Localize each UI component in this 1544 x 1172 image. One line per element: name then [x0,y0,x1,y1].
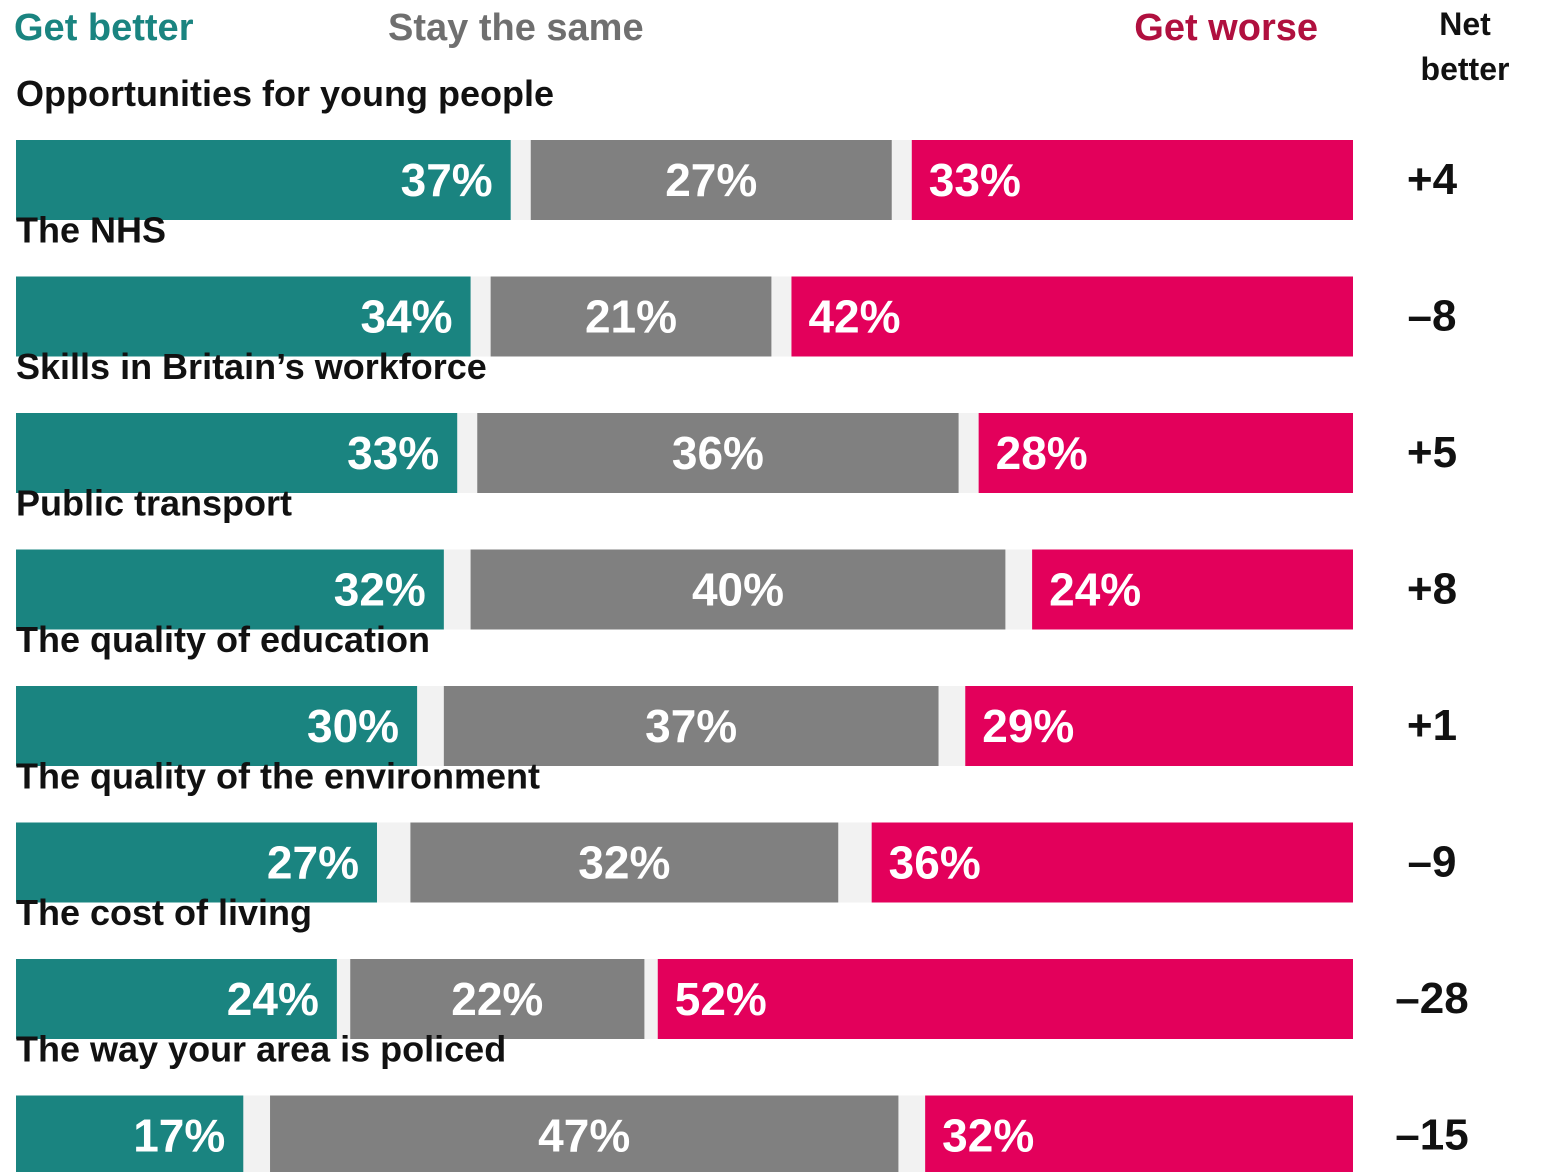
chart-row: The quality of the environment 27% 32% 36% –… [16,756,1456,903]
legend-get-worse: Get worse [1134,7,1318,49]
legend-stay-the-same: Stay the same [388,7,644,49]
bar-get-better [16,959,337,1039]
data-label-get-better: 37% [401,154,493,206]
category-label: The NHS [16,210,166,251]
bar-get-worse [925,1095,1353,1172]
data-label-get-better: 17% [133,1110,225,1162]
bar-stay-the-same [270,1095,899,1172]
chart-row: Skills in Britain’s workforce 33% 36% 28% +5 [16,346,1457,493]
chart-row: Opportunities for young people 37% 27% 33% +… [16,73,1458,220]
category-label: The cost of living [16,892,312,933]
net-header-line-1: Net [1439,6,1491,42]
net-better-value: –15 [1395,1111,1468,1160]
net-better-value: –28 [1395,974,1468,1023]
bar-stay-the-same [490,276,772,357]
data-label-get-worse: 32% [942,1110,1034,1162]
net-header-line-2: better [1421,51,1510,87]
chart-row: The quality of education 30% 37% 29% +1 [16,619,1457,766]
data-label-get-worse: 29% [982,700,1074,752]
data-label-stay-the-same: 47% [538,1110,630,1162]
chart-row: The way your area is policed 17% 47% 32% –15 [16,1029,1469,1172]
chart-rows: Opportunities for young people 37% 27% 33% +… [16,73,1469,1172]
data-label-stay-the-same: 40% [692,564,784,616]
data-label-get-better: 24% [227,973,319,1025]
net-better-value: –9 [1408,838,1457,887]
category-label: Opportunities for young people [16,73,554,114]
data-label-stay-the-same: 32% [578,837,670,889]
data-label-get-worse: 28% [996,427,1088,479]
bar-get-better [16,549,444,630]
data-label-get-better: 34% [361,291,453,343]
data-label-stay-the-same: 36% [672,427,764,479]
bar-stay-the-same [443,686,939,766]
data-label-get-better: 27% [267,837,359,889]
bar-get-worse [871,822,1353,903]
net-better-value: +8 [1407,565,1457,614]
data-label-stay-the-same: 22% [451,973,543,1025]
legend: Get better Stay the same Get worse [14,7,1318,49]
data-label-get-worse: 24% [1049,564,1141,616]
data-label-get-better: 30% [307,700,399,752]
bar-stay-the-same [350,959,645,1039]
bar-stay-the-same [470,549,1006,630]
data-label-get-worse: 36% [889,837,981,889]
bar-get-better [16,1095,244,1172]
bar-stay-the-same [410,822,839,903]
bar-stay-the-same [477,413,959,493]
bar-stay-the-same [530,140,892,220]
category-label: Public transport [16,483,292,524]
chart-row: Public transport 32% 40% 24% +8 [16,483,1457,630]
data-label-get-better: 33% [347,427,439,479]
data-label-stay-the-same: 27% [665,154,757,206]
net-better-value: +4 [1407,155,1458,204]
chart-row: The NHS 34% 21% 42% –8 [16,210,1456,357]
net-better-value: –8 [1408,292,1457,341]
bar-get-worse [791,276,1353,357]
category-label: The quality of education [16,619,430,660]
bar-get-worse [1032,549,1353,630]
bar-get-worse [978,413,1353,493]
bar-get-worse [965,686,1353,766]
net-better-header: Net better [1421,6,1510,87]
bar-get-better [16,276,471,357]
bar-get-better [16,140,511,220]
category-label: The quality of the environment [16,756,540,797]
data-label-get-better: 32% [334,564,426,616]
data-label-stay-the-same: 37% [645,700,737,752]
net-better-value: +5 [1407,428,1457,477]
bar-get-better [16,413,458,493]
net-better-value: +1 [1407,701,1457,750]
data-label-get-worse: 52% [675,973,767,1025]
bar-get-worse [911,140,1353,220]
data-label-stay-the-same: 21% [585,291,677,343]
chart-row: The cost of living 24% 22% 52% –28 [16,892,1469,1039]
legend-get-better: Get better [14,7,194,49]
data-label-get-worse: 33% [929,154,1021,206]
bar-get-better [16,686,418,766]
category-label: The way your area is policed [16,1029,506,1070]
bar-get-worse [657,959,1353,1039]
data-label-get-worse: 42% [808,291,900,343]
category-label: Skills in Britain’s workforce [16,346,487,387]
bar-get-better [16,822,377,903]
